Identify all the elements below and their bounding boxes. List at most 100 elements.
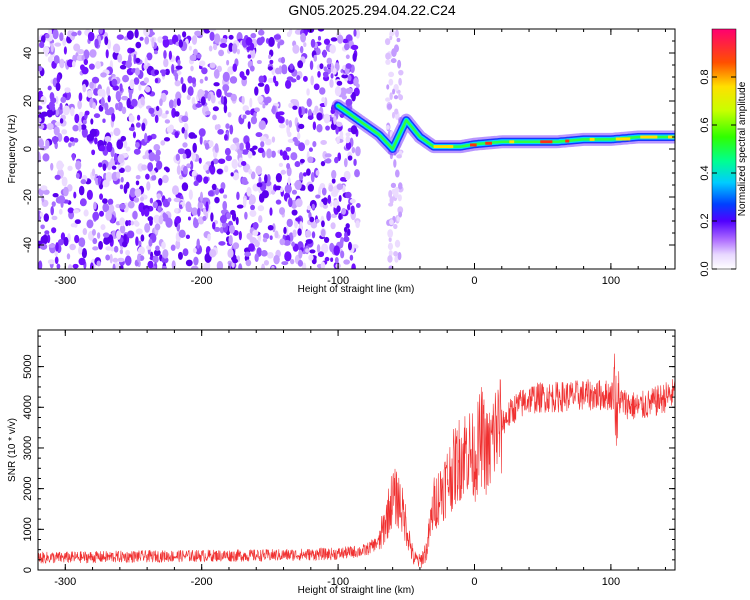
noise-blob (75, 160, 82, 171)
noise-blob (135, 122, 141, 128)
noise-blob (307, 156, 314, 164)
noise-blob (274, 185, 282, 191)
noise-blob (324, 153, 332, 158)
noise-blob (191, 170, 197, 177)
noise-blob (266, 251, 274, 259)
noise-blob (325, 125, 330, 131)
noise-blob (117, 154, 125, 164)
noise-blob (394, 108, 399, 115)
noise-blob (309, 216, 315, 223)
noise-blob (232, 242, 240, 250)
noise-blob (270, 190, 276, 195)
noise-blob (396, 37, 401, 43)
noise-blob (51, 201, 56, 207)
noise-blob (174, 72, 179, 82)
noise-blob (284, 79, 292, 89)
noise-blob (63, 46, 67, 55)
noise-blob (54, 256, 59, 265)
noise-blob (241, 180, 249, 185)
noise-blob (252, 230, 259, 236)
noise-blob (235, 216, 239, 226)
noise-blob (173, 98, 177, 108)
noise-blob (154, 153, 161, 163)
noise-blob (98, 240, 104, 250)
noise-blob (249, 42, 255, 51)
noise-blob (214, 143, 219, 153)
x-tick-label: -200 (191, 275, 213, 287)
noise-blob (291, 189, 297, 195)
noise-blob (135, 236, 139, 247)
noise-blob (228, 34, 234, 40)
noise-blob (122, 74, 130, 83)
noise-blob (132, 131, 137, 139)
noise-blob (306, 88, 310, 96)
noise-blob (161, 241, 166, 250)
noise-blob (56, 74, 61, 83)
noise-blob (127, 200, 135, 209)
noise-blob (127, 230, 135, 239)
colorbar-gradient (711, 28, 737, 270)
noise-blob (216, 124, 221, 130)
noise-blob (345, 98, 353, 107)
noise-blob (341, 207, 347, 215)
noise-blob (184, 129, 188, 140)
noise-blob (337, 34, 344, 44)
y-tick-label: 4000 (22, 395, 34, 419)
noise-blob (151, 174, 157, 181)
noise-blob (74, 113, 80, 124)
noise-blob (148, 151, 156, 162)
noise-blob (236, 204, 244, 209)
noise-blob (196, 53, 202, 59)
noise-blob (193, 48, 198, 56)
noise-blob (242, 197, 247, 208)
noise-blob (180, 76, 184, 85)
noise-blob (38, 117, 42, 123)
noise-blob (391, 111, 396, 119)
noise-blob (40, 35, 46, 44)
noise-blob (67, 165, 73, 171)
y-tick-label: 2000 (22, 476, 34, 500)
noise-blob (133, 148, 141, 155)
y-tick-label: 1000 (22, 517, 34, 541)
noise-blob (231, 158, 238, 169)
noise-blob (222, 71, 230, 82)
noise-blob (241, 75, 247, 81)
noise-blob (81, 54, 85, 61)
noise-blob (130, 220, 135, 226)
noise-blob (384, 38, 391, 46)
noise-blob (153, 144, 161, 151)
noise-blob (288, 29, 293, 35)
noise-blob (189, 160, 194, 171)
noise-blob (209, 31, 215, 41)
noise-blob (182, 248, 189, 257)
signal-hotspot (470, 143, 477, 147)
noise-blob (240, 161, 247, 167)
colorbar-tick-label: 0.8 (699, 69, 711, 84)
noise-blob (345, 135, 351, 144)
noise-blob (154, 77, 159, 84)
noise-blob (70, 223, 77, 228)
noise-blob (147, 162, 154, 172)
noise-blob (187, 75, 193, 84)
noise-blob (398, 94, 404, 101)
noise-blob (67, 207, 74, 214)
noise-blob (156, 193, 162, 200)
noise-blob (297, 228, 302, 236)
noise-blob (178, 39, 184, 48)
noise-blob (148, 107, 155, 114)
noise-blob (161, 256, 169, 264)
noise-blob (343, 259, 351, 265)
noise-blob (91, 76, 100, 84)
noise-blob (394, 169, 400, 178)
noise-blob (163, 58, 169, 68)
noise-blob (127, 219, 132, 226)
snr-ylabel: SNR (10 * v/v) (7, 418, 18, 482)
noise-blob (205, 201, 209, 211)
noise-blob (78, 92, 83, 102)
noise-blob (179, 204, 183, 209)
noise-blob (308, 254, 314, 261)
noise-blob (92, 102, 96, 110)
noise-blob (294, 179, 302, 191)
noise-blob (73, 137, 79, 143)
noise-blob (354, 169, 360, 178)
